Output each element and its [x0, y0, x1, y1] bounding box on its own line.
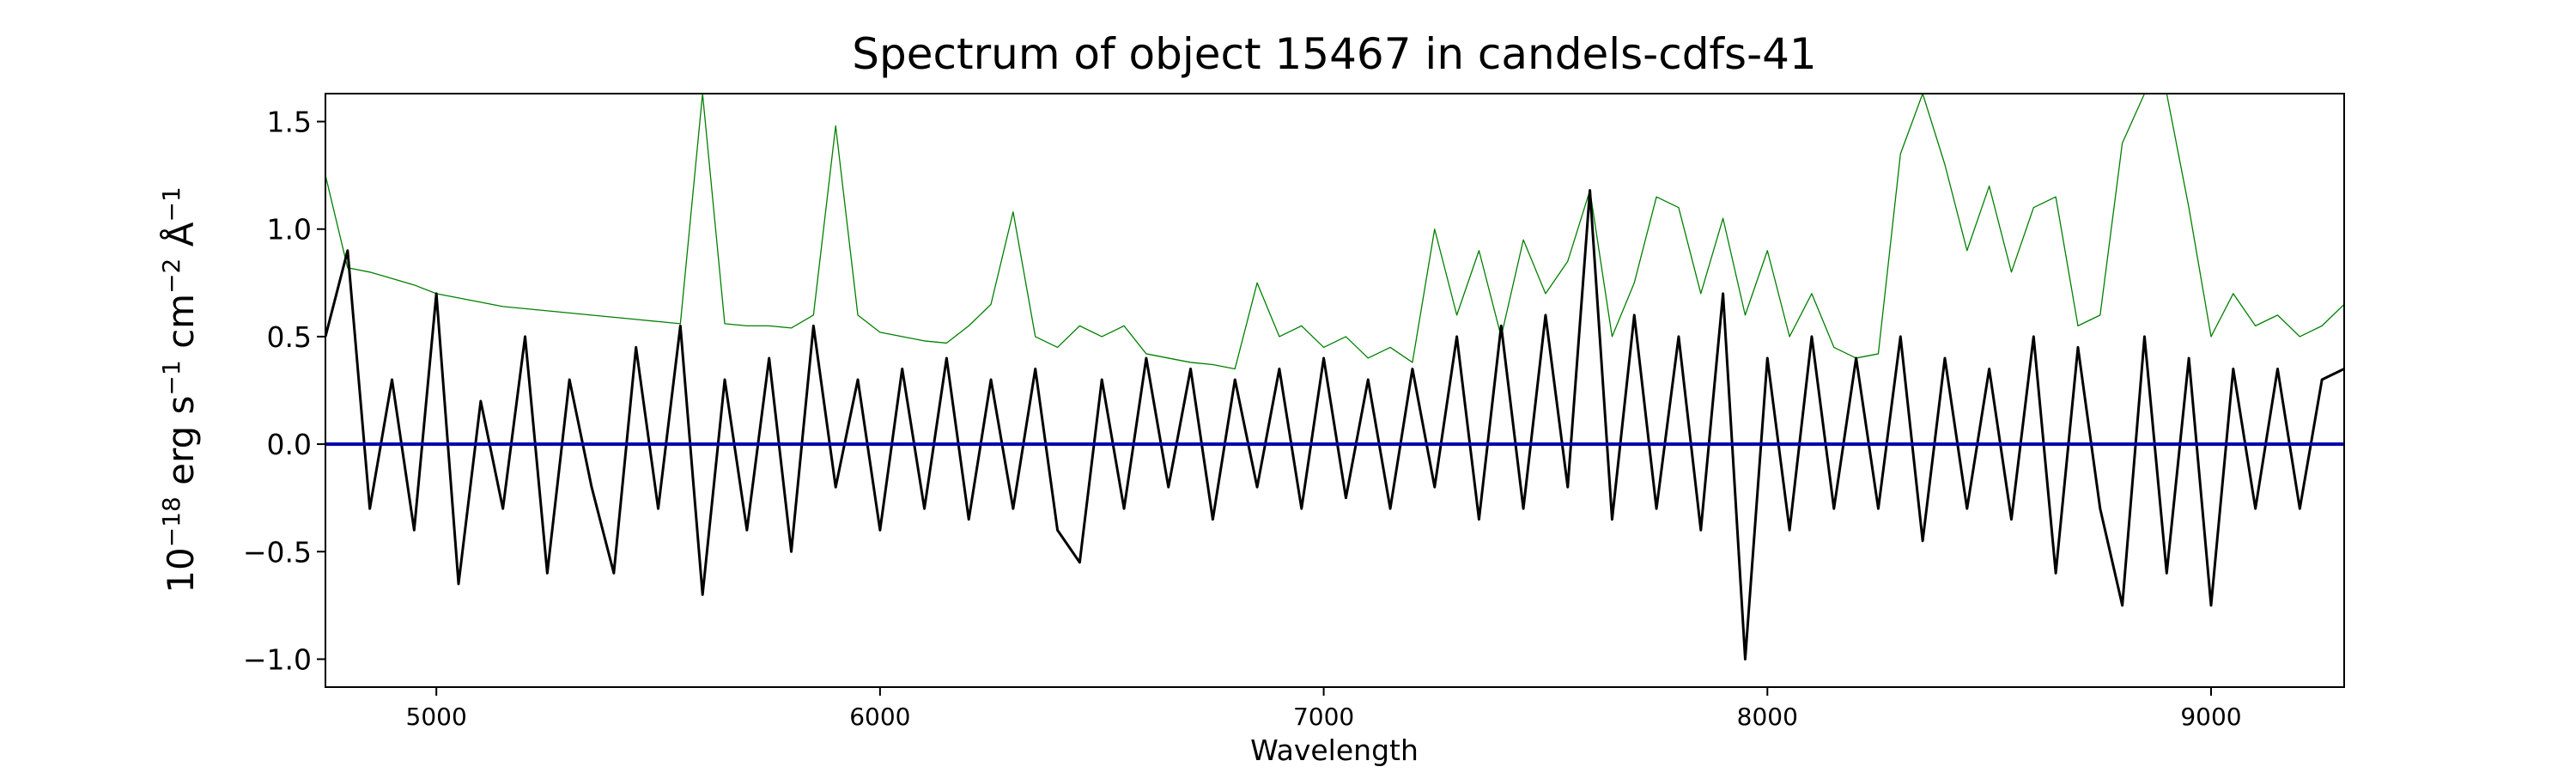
y-label-superscript: −1: [157, 360, 185, 395]
x-tick-label: 9000: [2180, 703, 2241, 731]
y-tick-label: 0.5: [267, 320, 312, 354]
axes-frame: [325, 93, 2345, 688]
y-label-part: erg s: [160, 396, 202, 497]
y-label-part: cm: [160, 294, 202, 360]
y-label-superscript: −2: [157, 259, 185, 294]
y-tick-label: 1.5: [267, 106, 312, 139]
y-tick-label: −1.0: [243, 642, 312, 676]
y-label-part: Å: [159, 222, 202, 258]
y-tick-label: 1.0: [267, 213, 312, 247]
chart-title: Spectrum of object 15467 in candels-cdfs…: [852, 29, 1817, 79]
y-axis-label: 10−18 erg s−1 cm−2 Å−1: [157, 186, 202, 593]
plot-area: [325, 94, 2344, 660]
y-label-superscript: −18: [157, 496, 185, 547]
y-tick-label: −0.5: [243, 535, 312, 569]
x-tick-label: 8000: [1737, 703, 1798, 731]
spectrum-line: [325, 189, 2344, 660]
x-axis-label: Wavelength: [1250, 733, 1419, 767]
x-tick-label: 7000: [1293, 703, 1354, 731]
spectrum-line: [325, 94, 2344, 370]
x-tick-label: 6000: [849, 703, 910, 731]
y-label-part: 10: [160, 547, 202, 593]
y-label-superscript: −1: [157, 186, 185, 222]
y-tick-label: 0.0: [267, 428, 312, 461]
x-tick-label: 5000: [406, 703, 467, 731]
